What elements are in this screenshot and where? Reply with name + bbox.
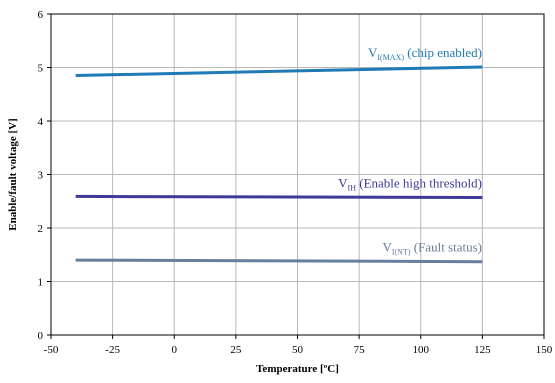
series-label-main-0: V xyxy=(368,45,378,60)
series-line-2 xyxy=(75,258,483,264)
x-tick-label-1: -25 xyxy=(105,344,120,356)
series-label-2: VI(NT) (Fault status) xyxy=(382,240,482,257)
x-tick-label-6: 100 xyxy=(413,344,430,356)
y-tick-label-2: 2 xyxy=(38,223,44,235)
series-label-1: VIH (Enable high threshold) xyxy=(338,176,482,193)
y-tick-label-5: 5 xyxy=(38,63,44,75)
series-label-rest-1: (Enable high threshold) xyxy=(356,176,482,191)
x-tick-label-8: 150 xyxy=(536,344,553,356)
y-tick-label-3: 3 xyxy=(38,170,44,182)
y-tick-label-4: 4 xyxy=(38,116,44,128)
x-tick-label-4: 50 xyxy=(292,344,304,356)
x-tick-label-3: 25 xyxy=(230,344,242,356)
x-axis-title: Temperature [ºC] xyxy=(256,363,339,375)
x-tick-label-5: 75 xyxy=(354,344,366,356)
series-label-main-1: V xyxy=(338,176,348,191)
series-label-0: VI(MAX) (chip enabled) xyxy=(368,45,482,62)
series-labels: VI(MAX) (chip enabled)VIH (Enable high t… xyxy=(338,45,482,257)
y-axis-title: Enable/fault voltage [V] xyxy=(7,118,19,230)
x-axis-ticks: -50 -25 0 25 50 75 100 125 150 xyxy=(44,335,553,356)
series-label-sub-0: I(MAX) xyxy=(377,53,404,62)
grid-lines xyxy=(50,13,545,336)
x-tick-label-7: 125 xyxy=(474,344,491,356)
series-label-rest-2: (Fault status) xyxy=(411,240,483,255)
series-line-1 xyxy=(75,194,483,200)
series-lines xyxy=(75,65,483,264)
y-axis-ticks: 0 1 2 3 4 5 6 xyxy=(38,9,51,342)
x-tick-label-2: 0 xyxy=(172,344,178,356)
y-tick-label-6: 6 xyxy=(38,9,44,21)
y-tick-label-0: 0 xyxy=(38,330,44,342)
series-label-main-2: V xyxy=(382,240,392,255)
x-tick-label-0: -50 xyxy=(44,344,59,356)
y-tick-label-1: 1 xyxy=(38,277,44,289)
series-line-0 xyxy=(75,65,483,78)
series-label-sub-2: I(NT) xyxy=(392,248,411,257)
series-label-sub-1: IH xyxy=(348,184,357,193)
series-label-rest-0: (chip enabled) xyxy=(404,45,482,60)
